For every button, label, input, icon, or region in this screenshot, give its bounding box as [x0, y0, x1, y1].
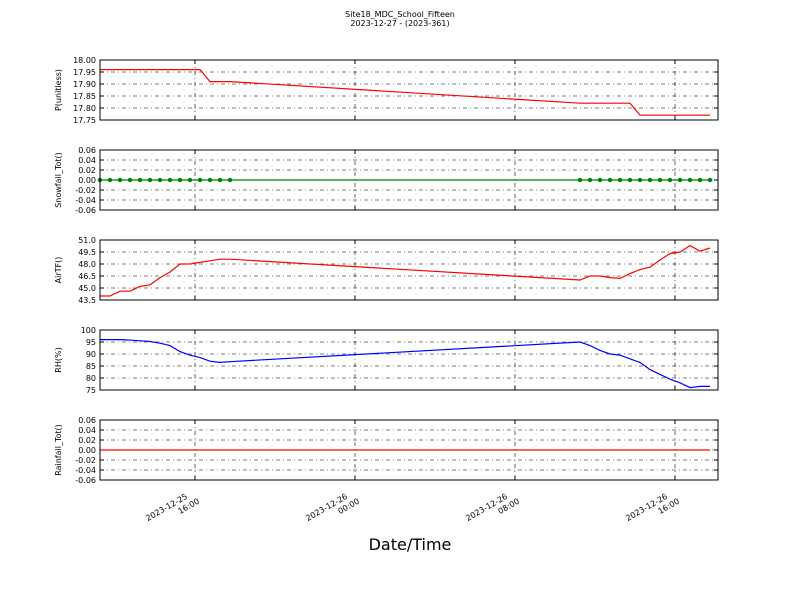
data-point: [147, 177, 153, 183]
data-line: [100, 244, 711, 297]
y-tick-label: 45.0: [78, 284, 96, 293]
data-line: [100, 339, 710, 389]
y-tick-label: 43.5: [78, 296, 96, 305]
y-tick-label: 17.85: [73, 92, 96, 101]
chart-title: Site18_MDC_School_Fifteen: [345, 10, 455, 19]
plot-frame: [99, 329, 719, 391]
data-point: [677, 177, 683, 183]
plot-frame: [99, 239, 719, 301]
y-tick-label: 0.06: [78, 146, 96, 155]
y-tick-label: -0.06: [75, 476, 96, 485]
data-point: [657, 177, 663, 183]
data-point: [647, 177, 653, 183]
y-tick-label: 17.95: [73, 68, 96, 77]
y-tick-label: 48.0: [78, 260, 96, 269]
data-point: [127, 177, 133, 183]
y-tick-label: 18.00: [73, 56, 96, 65]
plot-frame: [99, 149, 719, 211]
y-axis-label: Snowfall_Tot(): [54, 152, 63, 208]
data-point: [607, 177, 613, 183]
y-tick-label: 90: [86, 350, 96, 359]
y-tick-label: 0.00: [78, 176, 96, 185]
y-tick-label: -0.02: [75, 186, 96, 195]
data-point: [167, 177, 173, 183]
data-point: [587, 177, 593, 183]
data-point: [197, 177, 203, 183]
y-tick-label: 17.90: [73, 80, 96, 89]
data-point: [597, 177, 603, 183]
y-tick-label: 100: [81, 326, 96, 335]
data-point: [577, 177, 583, 183]
data-point: [217, 177, 223, 183]
data-point: [637, 177, 643, 183]
data-point: [207, 177, 213, 183]
data-point: [627, 177, 633, 183]
data-point: [687, 177, 693, 183]
data-point: [157, 177, 163, 183]
data-point: [617, 177, 623, 183]
chart-subtitle: 2023-12-27 - (2023-361): [350, 19, 449, 28]
y-tick-label: 49.5: [78, 248, 96, 257]
y-tick-label: -0.06: [75, 206, 96, 215]
y-tick-label: 0.02: [78, 166, 96, 175]
data-point: [117, 177, 123, 183]
data-point: [177, 177, 183, 183]
y-tick-label: 0.04: [78, 156, 96, 165]
y-tick-label: 0.06: [78, 416, 96, 425]
data-point: [187, 177, 193, 183]
x-axis-label: Date/Time: [369, 535, 452, 554]
data-point: [697, 177, 703, 183]
y-tick-label: 17.80: [73, 104, 96, 113]
y-tick-label: 75: [86, 386, 96, 395]
y-tick-label: -0.04: [75, 196, 96, 205]
data-point: [227, 177, 233, 183]
y-tick-label: 85: [86, 362, 96, 371]
data-line: [100, 68, 710, 116]
data-point: [707, 177, 713, 183]
y-axis-label: RH(%): [54, 347, 63, 372]
y-tick-label: 0.00: [78, 446, 96, 455]
y-tick-label: 46.5: [78, 272, 96, 281]
y-tick-label: 0.02: [78, 436, 96, 445]
y-axis-label: AirTF(): [54, 257, 63, 284]
data-point: [137, 177, 143, 183]
y-tick-label: 0.04: [78, 426, 96, 435]
y-tick-label: 17.75: [73, 116, 96, 125]
plot-frame: [99, 419, 719, 481]
plot-frame: [99, 59, 719, 121]
data-point: [107, 177, 113, 183]
y-tick-label: -0.04: [75, 466, 96, 475]
y-axis-label: Rainfall_Tot(): [54, 424, 63, 476]
y-tick-label: 80: [86, 374, 96, 383]
y-tick-label: -0.02: [75, 456, 96, 465]
data-point: [667, 177, 673, 183]
y-axis-label: P(unitless): [54, 69, 63, 111]
y-tick-label: 95: [86, 338, 96, 347]
y-tick-label: 51.0: [78, 236, 96, 245]
